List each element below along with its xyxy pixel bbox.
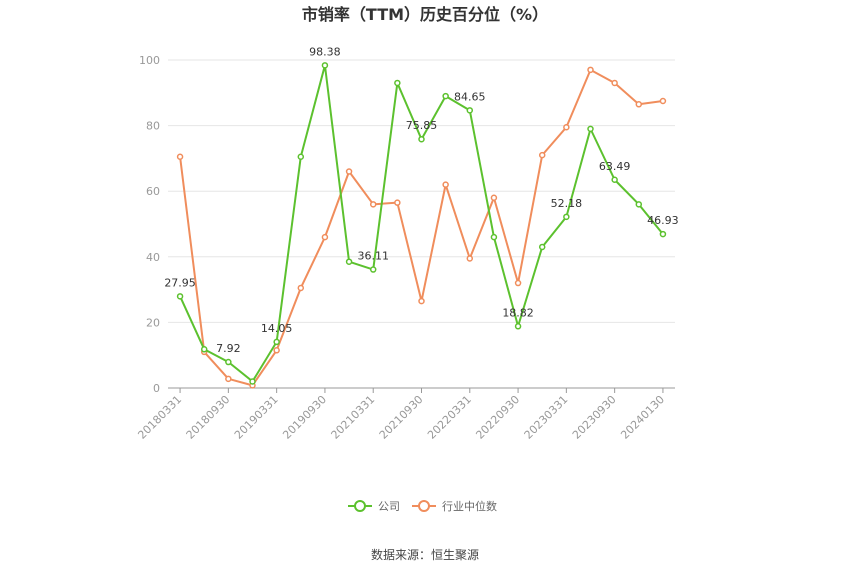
data-point: [345, 258, 353, 265]
data-point: [442, 181, 449, 188]
x-tick-label: 20230930: [570, 393, 619, 442]
series-line: [179, 64, 664, 383]
legend[interactable]: 公司 行业中位数: [348, 499, 497, 513]
data-point: [611, 79, 618, 87]
data-point: [514, 323, 522, 330]
data-label: 46.93: [647, 214, 679, 227]
y-tick-label: 100: [139, 54, 160, 67]
data-label: 7.92: [216, 342, 241, 355]
series-1: [176, 66, 667, 389]
chart-title: 市销率（TTM）历史百分位（%）: [302, 5, 548, 24]
x-tick-label: 20190331: [232, 393, 281, 442]
data-label: 27.95: [164, 276, 196, 289]
data-point: [538, 151, 546, 159]
data-point: [635, 201, 643, 208]
x-tick-label: 20240130: [618, 393, 667, 442]
data-point: [490, 233, 498, 241]
legend-label: 公司: [378, 500, 400, 513]
x-axis: 20180331 20180930 20190331 20190930 20210331…: [135, 387, 675, 442]
y-tick-label: 80: [146, 120, 160, 133]
legend-swatch-marker: [354, 500, 366, 512]
x-tick-label: 20190930: [280, 393, 329, 442]
data-point: [394, 199, 401, 206]
legend-swatch-marker: [418, 500, 430, 512]
data-point: [321, 62, 329, 69]
y-axis: 0 20 40 60 80 100: [139, 54, 160, 395]
data-point: [514, 279, 522, 287]
data-point: [297, 284, 305, 292]
y-tick-label: 60: [146, 185, 160, 198]
data-point: [635, 101, 643, 108]
data-label: 14.05: [261, 322, 293, 335]
x-tick-label: 20180930: [184, 393, 233, 442]
data-label: 36.11: [357, 250, 389, 263]
data-point: [369, 266, 377, 273]
data-point: [418, 135, 425, 143]
data-point: [249, 378, 256, 385]
data-point: [273, 347, 280, 354]
data-point: [442, 92, 449, 100]
x-tick-label: 20180331: [135, 393, 184, 442]
y-tick-label: 0: [153, 382, 160, 395]
data-point: [345, 168, 353, 175]
series-0: [176, 62, 667, 385]
data-point: [611, 176, 618, 184]
legend-label: 行业中位数: [442, 499, 497, 513]
x-tick-label: 20220331: [425, 393, 474, 442]
data-point: [176, 153, 184, 161]
data-point: [418, 297, 425, 305]
data-label: 18.82: [502, 306, 534, 319]
data-point: [176, 293, 184, 300]
data-point: [321, 233, 329, 241]
data-point: [297, 153, 305, 161]
data-point: [225, 375, 232, 383]
data-point: [225, 358, 232, 366]
grid: [168, 59, 675, 323]
data-label: 75.85: [406, 119, 438, 132]
data-point: [466, 107, 474, 114]
x-tick-label: 20220930: [473, 393, 522, 442]
data-label: 84.65: [454, 90, 486, 103]
data-label: 63.49: [599, 160, 631, 173]
data-label: 98.38: [309, 45, 341, 58]
data-label: 52.18: [551, 197, 583, 210]
data-point: [659, 97, 667, 105]
y-tick-label: 40: [146, 251, 160, 264]
data-point: [273, 338, 280, 346]
data-point: [466, 255, 474, 262]
data-point: [659, 230, 667, 238]
legend-item-1[interactable]: 行业中位数: [412, 499, 497, 513]
y-tick-label: 20: [146, 316, 160, 329]
data-point: [369, 201, 377, 208]
data-point: [200, 346, 208, 353]
legend-item-0[interactable]: 公司: [348, 500, 400, 513]
data-point: [587, 125, 594, 133]
x-tick-label: 20210331: [329, 393, 378, 442]
x-tick-label: 20230331: [522, 393, 571, 442]
data-labels: 27.95 7.92 14.05 98.38 36.11 75.85 84.65 18.82 5…: [164, 45, 678, 355]
data-point: [490, 194, 498, 202]
source-note: 数据来源：恒生聚源: [371, 547, 479, 562]
data-point: [538, 243, 546, 251]
data-point: [394, 79, 401, 87]
data-point: [563, 213, 570, 221]
x-tick-label: 20210930: [377, 393, 426, 442]
series-line: [179, 68, 664, 387]
data-point: [587, 66, 594, 74]
data-point: [563, 123, 570, 131]
series-layer: [176, 62, 667, 389]
